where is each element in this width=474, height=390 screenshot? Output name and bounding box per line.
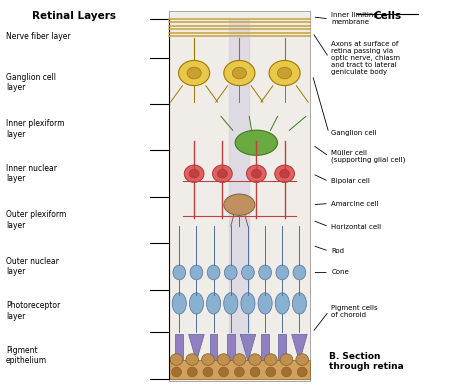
Ellipse shape <box>258 293 272 314</box>
Bar <box>169 11 310 381</box>
Text: Ganglion cell
layer: Ganglion cell layer <box>6 73 56 92</box>
Ellipse shape <box>212 165 232 183</box>
Ellipse shape <box>224 60 255 86</box>
Polygon shape <box>292 334 307 362</box>
Bar <box>175 334 183 362</box>
Ellipse shape <box>250 367 260 377</box>
Text: Inner plexiform
layer: Inner plexiform layer <box>6 119 64 139</box>
Ellipse shape <box>280 354 293 365</box>
Ellipse shape <box>276 265 289 280</box>
Text: Inner nuclear
layer: Inner nuclear layer <box>6 164 57 183</box>
Ellipse shape <box>280 169 290 178</box>
Ellipse shape <box>173 265 186 280</box>
Text: Bipolar cell: Bipolar cell <box>331 179 370 184</box>
Text: Müller cell
(supporting glial cell): Müller cell (supporting glial cell) <box>331 149 406 163</box>
Ellipse shape <box>264 354 277 365</box>
Ellipse shape <box>172 293 186 314</box>
Ellipse shape <box>172 367 182 377</box>
Ellipse shape <box>241 293 255 314</box>
Bar <box>227 334 235 362</box>
Polygon shape <box>240 334 255 362</box>
Ellipse shape <box>224 293 238 314</box>
Ellipse shape <box>190 293 203 314</box>
Ellipse shape <box>207 293 221 314</box>
Ellipse shape <box>277 67 292 79</box>
Ellipse shape <box>275 165 294 183</box>
Text: Cone: Cone <box>331 269 349 275</box>
Ellipse shape <box>242 265 254 280</box>
Ellipse shape <box>235 367 244 377</box>
Ellipse shape <box>259 265 272 280</box>
Bar <box>169 360 310 379</box>
Text: Cells: Cells <box>374 11 402 21</box>
Ellipse shape <box>203 367 213 377</box>
Ellipse shape <box>233 354 246 365</box>
Text: Axons at surface of
retina passing via
optic nerve, chiasm
and tract to lateral
: Axons at surface of retina passing via o… <box>331 41 400 74</box>
Ellipse shape <box>179 60 210 86</box>
Ellipse shape <box>297 367 307 377</box>
Ellipse shape <box>187 67 201 79</box>
Ellipse shape <box>235 130 277 155</box>
Ellipse shape <box>275 293 289 314</box>
Ellipse shape <box>189 169 199 178</box>
Bar <box>278 334 286 362</box>
Ellipse shape <box>217 354 230 365</box>
Ellipse shape <box>246 165 266 183</box>
Ellipse shape <box>186 354 199 365</box>
Text: Horizontal cell: Horizontal cell <box>331 224 382 230</box>
Text: Retinal Layers: Retinal Layers <box>32 11 117 21</box>
Ellipse shape <box>224 265 237 280</box>
Text: Ganglion cell: Ganglion cell <box>331 130 377 136</box>
Ellipse shape <box>269 60 300 86</box>
Ellipse shape <box>184 165 204 183</box>
Ellipse shape <box>201 354 214 365</box>
Ellipse shape <box>282 367 292 377</box>
Ellipse shape <box>224 194 255 215</box>
Ellipse shape <box>292 293 307 314</box>
Ellipse shape <box>293 265 306 280</box>
Text: Amarcine cell: Amarcine cell <box>331 200 379 207</box>
Text: Outer plexiform
layer: Outer plexiform layer <box>6 211 66 230</box>
Text: B. Section
through retina: B. Section through retina <box>329 352 404 371</box>
Ellipse shape <box>266 367 276 377</box>
Text: Photoreceptor
layer: Photoreceptor layer <box>6 301 60 321</box>
Text: Outer nuclear
layer: Outer nuclear layer <box>6 257 59 277</box>
Polygon shape <box>189 334 204 362</box>
Ellipse shape <box>232 67 246 79</box>
Bar <box>261 334 269 362</box>
Ellipse shape <box>207 265 220 280</box>
Bar <box>210 334 218 362</box>
Ellipse shape <box>187 367 197 377</box>
Text: Pigment cells
of choroid: Pigment cells of choroid <box>331 305 378 318</box>
Ellipse shape <box>251 169 261 178</box>
Ellipse shape <box>296 354 309 365</box>
Ellipse shape <box>218 169 228 178</box>
Text: Pigment
epithelium: Pigment epithelium <box>6 346 47 365</box>
Ellipse shape <box>190 265 203 280</box>
Text: Nerve fiber layer: Nerve fiber layer <box>6 32 71 41</box>
Ellipse shape <box>219 367 228 377</box>
Ellipse shape <box>249 354 262 365</box>
Ellipse shape <box>170 354 183 365</box>
Text: Inner limiting
membrane: Inner limiting membrane <box>331 12 378 25</box>
Text: Rod: Rod <box>331 248 344 254</box>
